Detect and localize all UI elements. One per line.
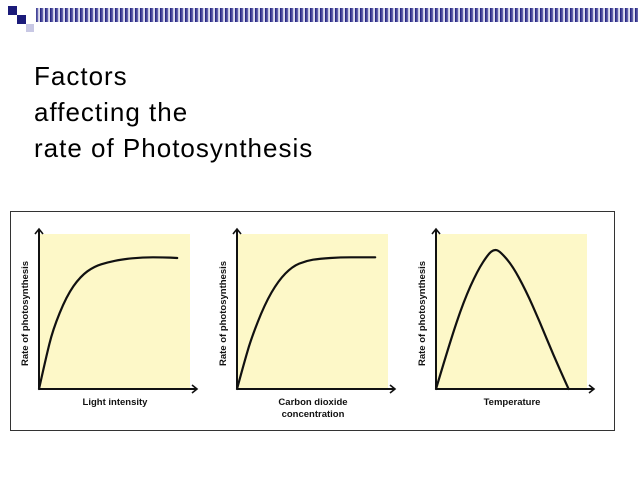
slide-title: Factors affecting the rate of Photosynth… [34,58,313,166]
header-decoration [8,6,638,32]
y-axis-label: Rate of photosynthesis [417,261,428,366]
header-square [8,6,17,15]
y-axis-label: Rate of photosynthesis [20,261,31,366]
plot-background [437,234,587,389]
header-square [17,15,26,24]
header-bar-stripes [36,8,638,22]
x-axis-label: Light intensity [83,397,149,408]
y-axis-label: Rate of photosynthesis [218,261,229,366]
series-line [37,256,179,391]
x-axis-label: concentration [282,409,345,420]
title-line: rate of Photosynthesis [34,133,314,163]
x-axis-label: Temperature [484,397,541,408]
header-square [26,24,34,32]
title-line: affecting the [34,97,189,127]
series-line [235,256,377,391]
x-axis-label: Carbon dioxide [278,397,347,408]
series-line [434,248,570,391]
title-line: Factors [34,61,128,91]
